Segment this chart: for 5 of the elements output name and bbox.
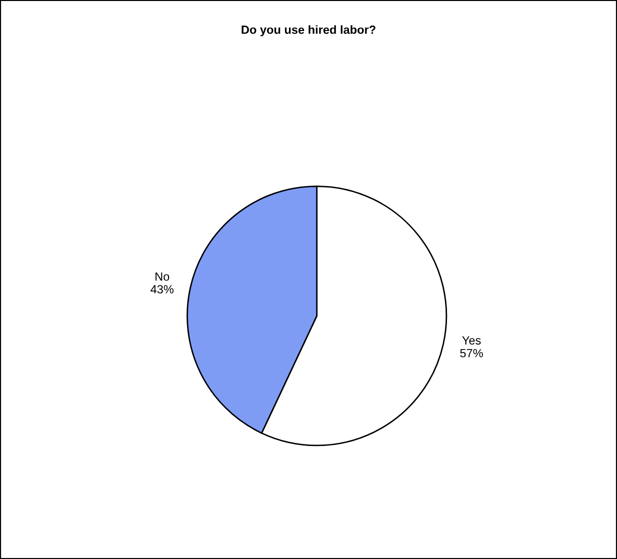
slice-label: No bbox=[156, 272, 170, 281]
slice-label: Yes bbox=[462, 336, 481, 345]
chart-title: Do you use hired labor? bbox=[242, 25, 376, 36]
data-label: 57% bbox=[460, 348, 483, 358]
data-label: 43% bbox=[150, 285, 174, 294]
